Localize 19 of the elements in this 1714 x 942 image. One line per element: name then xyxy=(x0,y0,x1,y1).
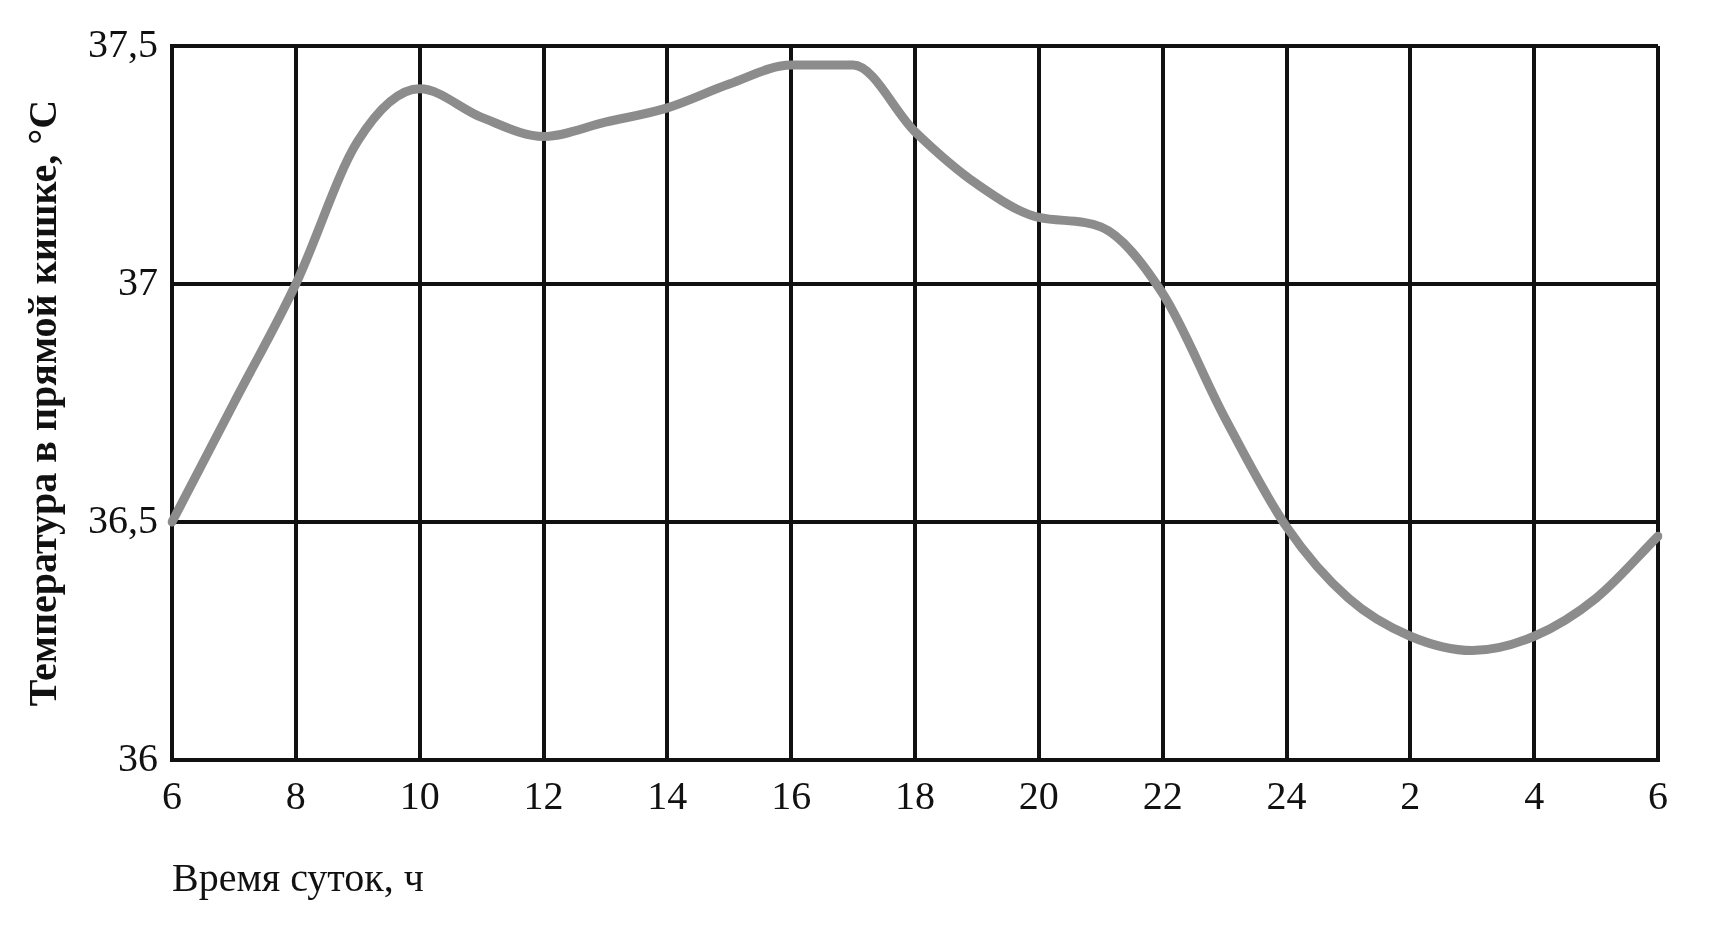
x-tick-label: 8 xyxy=(285,772,306,818)
x-tick-label: 10 xyxy=(399,772,440,818)
x-tick-label: 6 xyxy=(162,772,182,818)
x-tick-label: 2 xyxy=(1400,772,1421,818)
y-tick-label: 37,5 xyxy=(88,20,158,66)
y-tick-label: 36 xyxy=(118,734,158,780)
x-tick-label: 18 xyxy=(895,772,935,818)
y-tick-label: 37 xyxy=(118,258,158,304)
x-tick-label: 24 xyxy=(1266,772,1307,818)
y-axis-title: Температура в прямой кишке, °C xyxy=(20,99,66,707)
x-tick-label: 4 xyxy=(1524,772,1545,818)
x-tick-label: 16 xyxy=(771,772,812,818)
x-tick-label: 6 xyxy=(1648,772,1668,818)
x-axis-title: Время суток, ч xyxy=(172,854,424,900)
x-tick-label: 14 xyxy=(647,772,688,818)
x-tick-label: 12 xyxy=(523,772,564,818)
x-tick-label: 22 xyxy=(1142,772,1183,818)
y-tick-label: 36,5 xyxy=(88,496,158,542)
x-tick-label: 20 xyxy=(1018,772,1059,818)
